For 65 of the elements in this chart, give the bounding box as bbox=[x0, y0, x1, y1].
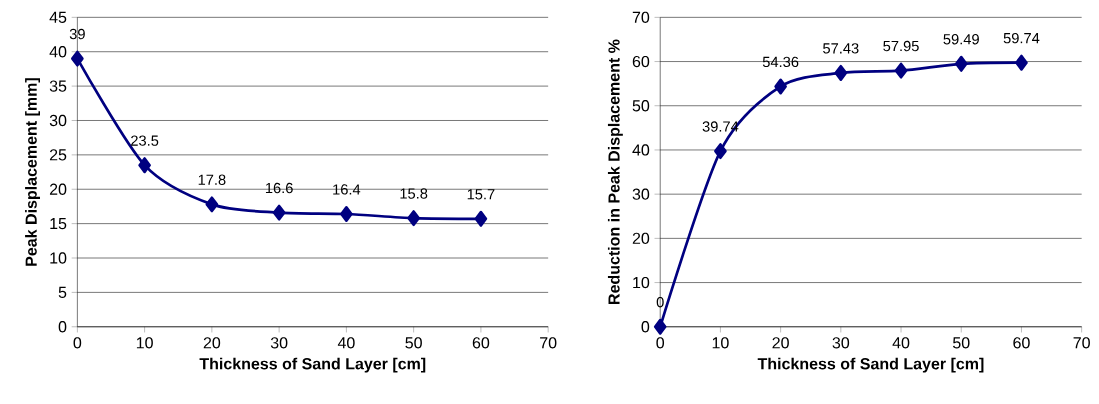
data-label: 0 bbox=[656, 296, 664, 308]
point bbox=[714, 143, 727, 160]
y-tick-label: 40 bbox=[49, 46, 67, 58]
y-tick-label: 50 bbox=[632, 100, 650, 112]
data-label: 23.5 bbox=[131, 135, 159, 146]
x-tick-label: 0 bbox=[73, 337, 82, 349]
x-tick-label: 60 bbox=[472, 337, 490, 349]
point bbox=[340, 205, 353, 222]
x-tick-label: 20 bbox=[772, 337, 789, 349]
x-tick-label: 20 bbox=[203, 337, 221, 349]
x-tick-label: 30 bbox=[270, 337, 288, 349]
x-tick-label: 10 bbox=[136, 337, 153, 349]
y-tick-label: 40 bbox=[632, 144, 650, 156]
x-tick-label: 10 bbox=[712, 337, 729, 349]
data-label: 59.74 bbox=[1003, 32, 1040, 44]
y-tick-label: 10 bbox=[633, 276, 650, 289]
y-tick-label: 25 bbox=[49, 149, 67, 161]
y-tick-label: 30 bbox=[49, 114, 67, 127]
data-label: 17.8 bbox=[198, 174, 226, 185]
point bbox=[138, 157, 151, 174]
x-tick-label: 70 bbox=[1073, 337, 1090, 349]
x-tick-label: 60 bbox=[1013, 337, 1030, 349]
point bbox=[954, 55, 968, 72]
y-axis-title: Peak Displacement [mm] bbox=[25, 78, 40, 266]
point bbox=[474, 210, 488, 227]
data-label: 15.7 bbox=[467, 189, 495, 200]
x-axis-title: Thickness of Sand Layer [cm] bbox=[757, 357, 984, 373]
data-label: 54.36 bbox=[762, 56, 799, 68]
x-tick-label: 50 bbox=[405, 337, 422, 349]
x-tick-label: 50 bbox=[953, 337, 970, 349]
data-label: 39 bbox=[69, 28, 85, 40]
data-label: 15.8 bbox=[400, 188, 428, 199]
point bbox=[653, 318, 667, 335]
data-label: 59.49 bbox=[943, 33, 979, 45]
x-tick-label: 40 bbox=[337, 337, 355, 349]
point bbox=[272, 204, 286, 221]
x-tick-label: 0 bbox=[656, 337, 665, 349]
y-tick-label: 10 bbox=[50, 252, 67, 264]
y-tick-label: 20 bbox=[632, 232, 650, 244]
y-tick-label: 45 bbox=[49, 11, 67, 23]
point bbox=[894, 62, 908, 79]
y-tick-label: 5 bbox=[58, 286, 67, 298]
y-tick-label: 0 bbox=[641, 321, 650, 333]
point bbox=[1015, 54, 1028, 71]
y-tick-label: 20 bbox=[49, 183, 67, 195]
data-label: 57.43 bbox=[823, 43, 859, 54]
y-tick-label: 15 bbox=[50, 217, 67, 230]
y-tick-label: 35 bbox=[49, 80, 67, 92]
point bbox=[774, 78, 787, 95]
point bbox=[71, 50, 84, 67]
y-tick-label: 60 bbox=[632, 55, 650, 68]
data-label: 57.95 bbox=[883, 40, 919, 52]
x-tick-label: 40 bbox=[892, 337, 910, 349]
x-axis-title: Thickness of Sand Layer [cm] bbox=[199, 357, 426, 373]
point bbox=[834, 64, 848, 81]
point bbox=[205, 196, 219, 213]
y-tick-label: 70 bbox=[632, 11, 650, 23]
y-tick-label: 0 bbox=[58, 321, 67, 333]
x-tick-label: 30 bbox=[832, 337, 850, 349]
point bbox=[407, 210, 420, 227]
data-label: 16.6 bbox=[265, 182, 293, 194]
y-axis-title: Reduction in Peak Displacement % bbox=[607, 39, 623, 304]
data-label: 16.4 bbox=[333, 184, 361, 195]
x-tick-label: 70 bbox=[540, 337, 557, 349]
y-tick-label: 30 bbox=[632, 188, 650, 200]
